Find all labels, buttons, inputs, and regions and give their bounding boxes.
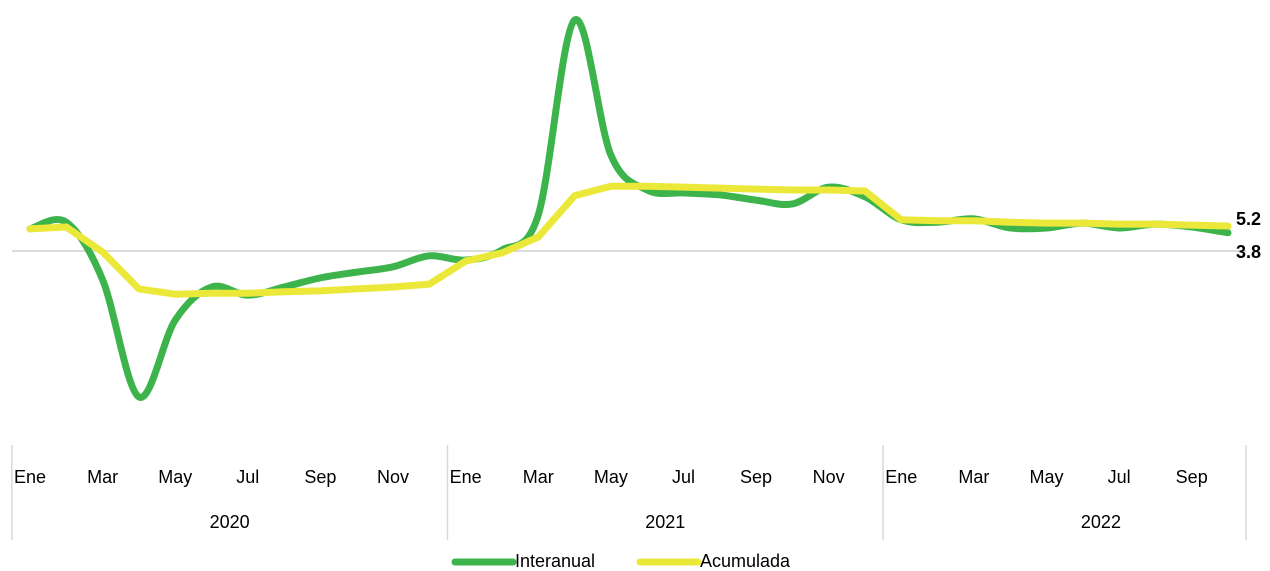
x-tick-label: Sep — [1176, 467, 1208, 487]
x-tick-label: May — [1029, 467, 1063, 487]
legend-label: Acumulada — [700, 551, 791, 571]
x-tick-label: Mar — [523, 467, 554, 487]
x-tick-label: Jul — [1108, 467, 1131, 487]
x-tick-label: May — [158, 467, 192, 487]
x-tick-label: Jul — [672, 467, 695, 487]
x-group-label: 2021 — [645, 512, 685, 532]
x-tick-label: Sep — [740, 467, 772, 487]
series-line — [26, 182, 1232, 298]
x-group-label: 2022 — [1081, 512, 1121, 532]
x-tick-label: Mar — [87, 467, 118, 487]
x-group-label: 2020 — [210, 512, 250, 532]
x-tick-label: Nov — [377, 467, 409, 487]
legend-label: Interanual — [515, 551, 595, 571]
x-tick-label: May — [594, 467, 628, 487]
x-tick-label: Jul — [236, 467, 259, 487]
x-tick-label: Ene — [14, 467, 46, 487]
x-tick-label: Ene — [450, 467, 482, 487]
end-label: 5.2 — [1236, 209, 1261, 229]
series-line — [26, 16, 1232, 401]
end-label: 3.8 — [1236, 242, 1261, 262]
x-tick-label: Sep — [304, 467, 336, 487]
x-tick-label: Nov — [813, 467, 845, 487]
x-tick-label: Mar — [958, 467, 989, 487]
x-tick-label: Ene — [885, 467, 917, 487]
